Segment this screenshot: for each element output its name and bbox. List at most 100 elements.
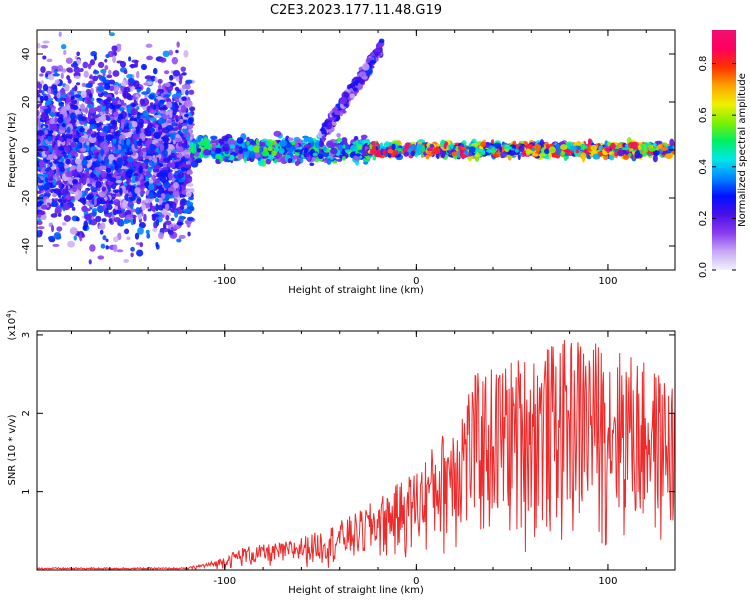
spectrogram-cell xyxy=(186,134,191,142)
spectrogram-cell xyxy=(54,68,58,74)
spectrogram-cell xyxy=(643,147,648,154)
spectrogram-cell xyxy=(181,84,188,90)
spectrogram-cell xyxy=(397,147,402,152)
spectrogram-cell xyxy=(62,188,69,195)
spectrogram-cell xyxy=(580,152,587,160)
spectrogram-cell xyxy=(67,240,75,248)
spectrogram-cell xyxy=(65,171,73,178)
spectrogram-cell xyxy=(303,147,309,153)
spectrogram-cell xyxy=(112,189,120,193)
spectrogram-cell xyxy=(112,236,119,243)
spectrogram-cell xyxy=(45,198,53,205)
spectrogram-cell xyxy=(37,152,41,157)
spectrogram-cell xyxy=(152,155,156,159)
spectrogram-cell xyxy=(590,144,598,151)
spectrogram-cell xyxy=(126,132,132,138)
spectrogram-cell xyxy=(73,75,81,79)
spectrogram-cell xyxy=(628,152,632,157)
spectrogram-cell xyxy=(75,217,80,222)
spectrogram-cell xyxy=(261,150,270,157)
spectrogram-cell xyxy=(136,249,144,257)
spectrogram-cell xyxy=(475,148,483,153)
spectrogram-cell xyxy=(41,204,48,210)
spectrogram-cell xyxy=(134,60,139,68)
spectrogram-cell xyxy=(164,70,170,75)
spectrogram-cell xyxy=(637,145,642,151)
spectrogram-cell xyxy=(341,156,346,161)
spectrogram-cell xyxy=(186,169,193,175)
spectrogram-cell xyxy=(154,76,158,83)
spectrogram-cell xyxy=(99,111,104,116)
spectrogram-cell xyxy=(66,137,70,146)
spectrogram-cells xyxy=(37,31,675,265)
spectrogram-cell xyxy=(108,159,112,165)
spectrogram-cell xyxy=(533,153,539,157)
spectrogram-cell xyxy=(62,203,71,211)
spectrogram-cell xyxy=(133,138,138,147)
spectrogram-cell xyxy=(39,96,45,102)
spectrogram-cell xyxy=(136,198,142,205)
spectrogram-cell xyxy=(617,150,625,157)
spectrogram-cell xyxy=(40,80,45,85)
spectrogram-cell xyxy=(176,146,184,153)
spectrogram-cell xyxy=(456,150,461,159)
spectrogram-cell xyxy=(157,204,164,211)
spectrogram-cell xyxy=(85,195,93,201)
spectrogram-cell xyxy=(55,153,64,157)
spectrogram-cell xyxy=(180,66,187,72)
spectrogram-cell xyxy=(108,69,112,75)
spectrogram-cell xyxy=(93,198,97,206)
spectrogram-cell xyxy=(130,63,134,69)
spectrogram-cell xyxy=(621,147,630,151)
spectrogram-cell xyxy=(70,112,76,120)
spectrogram-cell xyxy=(514,148,519,153)
spectrogram-cell xyxy=(135,207,141,215)
spectrogram-cell xyxy=(326,158,332,165)
spectrogram-cell xyxy=(183,50,189,58)
spectrogram-cell xyxy=(97,255,105,260)
spectrogram-cell xyxy=(86,128,92,135)
spectrogram-cell xyxy=(382,149,387,156)
spectrogram-cell xyxy=(336,158,343,162)
spectrogram-cell xyxy=(37,135,42,140)
spectrogram-cell xyxy=(65,194,70,199)
spectrogram-cell xyxy=(49,111,55,118)
spectrogram-cell xyxy=(56,112,60,117)
spectrogram-cell xyxy=(181,88,185,96)
spectrogram-cell xyxy=(92,149,100,153)
spectrogram-cell xyxy=(100,148,105,157)
spectrogram-cell xyxy=(111,146,116,151)
spectrogram-cell xyxy=(352,87,358,92)
spectrogram-cell xyxy=(359,79,365,85)
spectrogram-cell xyxy=(117,113,124,120)
spectrogram-cell xyxy=(421,145,426,153)
spectrogram-cell xyxy=(96,205,104,214)
spectrogram-cell xyxy=(255,138,260,146)
spectrogram-cell xyxy=(248,151,256,159)
spectrogram-cell xyxy=(46,163,51,168)
spectrogram-cell xyxy=(81,205,88,213)
spectrogram-cell xyxy=(141,203,146,211)
spectrogram-cell xyxy=(95,160,101,167)
spectrogram-cell xyxy=(246,140,250,146)
spectrogram-cell xyxy=(46,202,51,206)
spectrogram-cell xyxy=(37,190,42,195)
spectrogram-cell xyxy=(186,201,191,207)
spectrogram-cell xyxy=(104,58,108,63)
spectrogram-cell xyxy=(121,99,125,105)
spectrogram-cell xyxy=(54,117,58,124)
spectrogram-cell xyxy=(58,31,62,37)
spectrogram-cell xyxy=(135,70,140,79)
spectrogram-cell xyxy=(358,71,367,78)
spectrogram-cell xyxy=(145,43,153,48)
spectrogram-cell xyxy=(86,103,94,109)
spectrogram-cell xyxy=(93,169,97,175)
spectrogram-cell xyxy=(53,232,61,238)
spectrogram-cell xyxy=(50,123,58,131)
spectrogram-cell xyxy=(187,183,194,187)
spectrogram-cell xyxy=(100,243,106,249)
spectrogram-cell xyxy=(321,127,326,135)
spectrogram-cell xyxy=(70,103,75,110)
spectrogram-cell xyxy=(58,103,64,107)
x-tick-label: 100 xyxy=(598,276,617,287)
